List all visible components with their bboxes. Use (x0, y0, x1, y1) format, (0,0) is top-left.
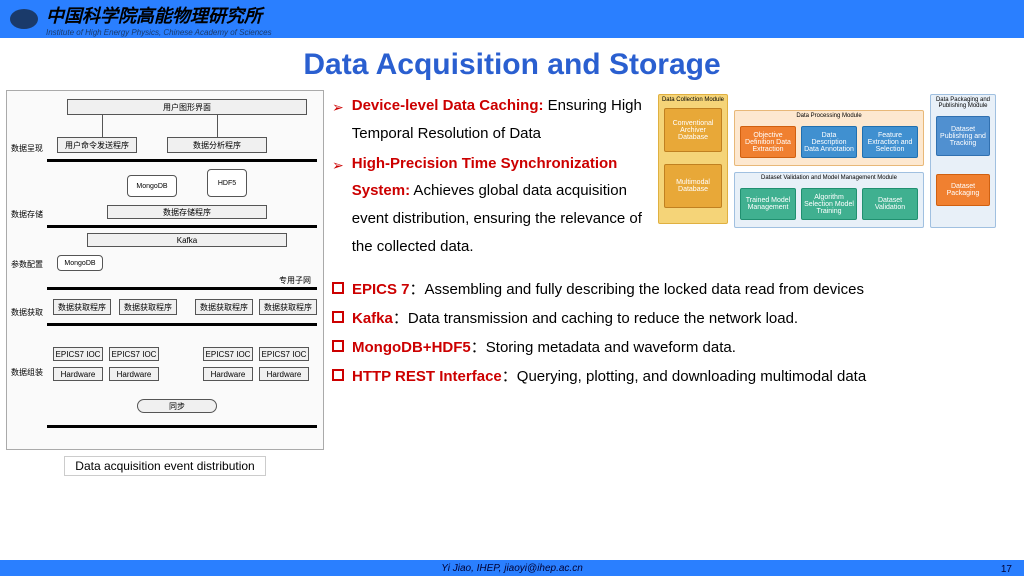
box-datadesc: Data Description Data Annotation (801, 126, 857, 158)
page-title: Data Acquisition and Storage (0, 48, 1024, 82)
architecture-diagram: 数据呈现 数据存储 参数配置 数据获取 数据组装 用户图形界面 用户命令发送程序… (6, 90, 324, 450)
top-right-row: ➢ Device-level Data Caching: Ensuring Hi… (332, 90, 1014, 263)
box-ioc: EPICS7 IOC (259, 347, 309, 361)
bullet-bold: HTTP REST Interface (352, 368, 502, 385)
square-bullet-icon (332, 282, 344, 294)
bullet-text: Assembling and fully describing the lock… (425, 281, 864, 298)
page-number: 17 (1001, 564, 1012, 575)
row-label: 数据存储 (11, 209, 43, 220)
box-algo: Algorithm Selection Model Training (801, 188, 857, 220)
bullets-top: ➢ Device-level Data Caching: Ensuring Hi… (332, 92, 652, 263)
hbar (47, 425, 317, 428)
cyl-mongodb: MongoDB (127, 175, 177, 197)
group-packaging: Data Packaging and Publishing Module (930, 94, 996, 228)
box-cmd: 用户命令发送程序 (57, 137, 137, 153)
arrow-icon: ➢ (332, 95, 344, 148)
row-label: 数据获取 (11, 307, 43, 318)
bullet-item: EPICS 7：Assembling and fully describing … (332, 275, 1014, 304)
cyl-mongodb2: MongoDB (57, 255, 103, 271)
bullet-item: MongoDB+HDF5：Storing metadata and wavefo… (332, 333, 1014, 362)
footer-bar: Yi Jiao, IHEP, jiaoyi@ihep.ac.cn 17 (0, 560, 1024, 576)
box-hw: Hardware (109, 367, 159, 381)
box-publishing: Dataset Publishing and Tracking (936, 116, 990, 156)
diagram1-caption: Data acquisition event distribution (64, 456, 265, 476)
bullet-bold: Kafka (352, 310, 393, 327)
box-kafka: Kafka (87, 233, 287, 247)
box-conventional: Conventional Archiver Database (664, 108, 722, 152)
row-label: 参数配置 (11, 259, 43, 270)
bullet-bold: Device-level Data Caching: (352, 97, 544, 114)
bullet-bold: MongoDB+HDF5 (352, 339, 471, 356)
box-ioc: EPICS7 IOC (203, 347, 253, 361)
bullet-sep: ： (471, 339, 486, 356)
bullet-item: HTTP REST Interface：Querying, plotting, … (332, 362, 1014, 391)
square-bullet-icon (332, 340, 344, 352)
module-diagram: Data Collection Module Conventional Arch… (658, 90, 998, 260)
box-acq: 数据获取程序 (195, 299, 253, 315)
box-acq: 数据获取程序 (119, 299, 177, 315)
footer-text: Yi Jiao, IHEP, jiaoyi@ihep.ac.cn (441, 563, 583, 574)
bullet-sep: ： (502, 368, 517, 385)
logo-area: 中国科学院高能物理研究所 Institute of High Energy Ph… (10, 2, 272, 37)
main-content: 数据呈现 数据存储 参数配置 数据获取 数据组装 用户图形界面 用户命令发送程序… (0, 82, 1024, 476)
institute-name-en: Institute of High Energy Physics, Chines… (46, 28, 272, 37)
bullet-sep: ： (393, 310, 408, 327)
header-bar: 中国科学院高能物理研究所 Institute of High Energy Ph… (0, 0, 1024, 38)
box-ui: 用户图形界面 (67, 99, 307, 115)
box-hw: Hardware (53, 367, 103, 381)
box-sync: 同步 (137, 399, 217, 413)
bullet-text: Storing metadata and waveform data. (486, 339, 736, 356)
bullet-item: ➢ Device-level Data Caching: Ensuring Hi… (332, 92, 652, 148)
bullets-bottom: EPICS 7：Assembling and fully describing … (332, 275, 1014, 392)
box-objdef: Objective Definition Data Extraction (740, 126, 796, 158)
box-hw: Hardware (203, 367, 253, 381)
box-acq: 数据获取程序 (53, 299, 111, 315)
box-ioc: EPICS7 IOC (109, 347, 159, 361)
hbar (47, 287, 317, 290)
row-label: 数据呈现 (11, 143, 43, 154)
box-storage: 数据存储程序 (107, 205, 267, 219)
bullet-bold: EPICS 7 (352, 281, 410, 298)
hbar (47, 159, 317, 162)
ihep-logo-icon (10, 9, 38, 29)
square-bullet-icon (332, 369, 344, 381)
right-column: ➢ Device-level Data Caching: Ensuring Hi… (332, 90, 1014, 476)
subnet-label: 专用子网 (279, 275, 311, 286)
bullet-sep: ： (410, 281, 425, 298)
box-hw: Hardware (259, 367, 309, 381)
bullet-text: Data transmission and caching to reduce … (408, 310, 798, 327)
left-column: 数据呈现 数据存储 参数配置 数据获取 数据组装 用户图形界面 用户命令发送程序… (6, 90, 324, 476)
box-trained: Trained Model Management (740, 188, 796, 220)
row-label: 数据组装 (11, 367, 43, 378)
cyl-hdf5: HDF5 (207, 169, 247, 197)
box-dataval: Dataset Validation (862, 188, 918, 220)
institute-name-cn: 中国科学院高能物理研究所 (46, 2, 272, 28)
box-feature: Feature Extraction and Selection (862, 126, 918, 158)
box-multimodal: Multimodal Database (664, 164, 722, 208)
hbar (47, 225, 317, 228)
bullet-item: ➢ High-Precision Time Synchronization Sy… (332, 150, 652, 261)
hbar (47, 323, 317, 326)
bullet-item: Kafka：Data transmission and caching to r… (332, 304, 1014, 333)
box-ioc: EPICS7 IOC (53, 347, 103, 361)
box-packaging: Dataset Packaging (936, 174, 990, 206)
bullet-text: Querying, plotting, and downloading mult… (517, 368, 866, 385)
square-bullet-icon (332, 311, 344, 323)
arrow-icon: ➢ (332, 153, 344, 261)
box-analysis: 数据分析程序 (167, 137, 267, 153)
box-acq: 数据获取程序 (259, 299, 317, 315)
